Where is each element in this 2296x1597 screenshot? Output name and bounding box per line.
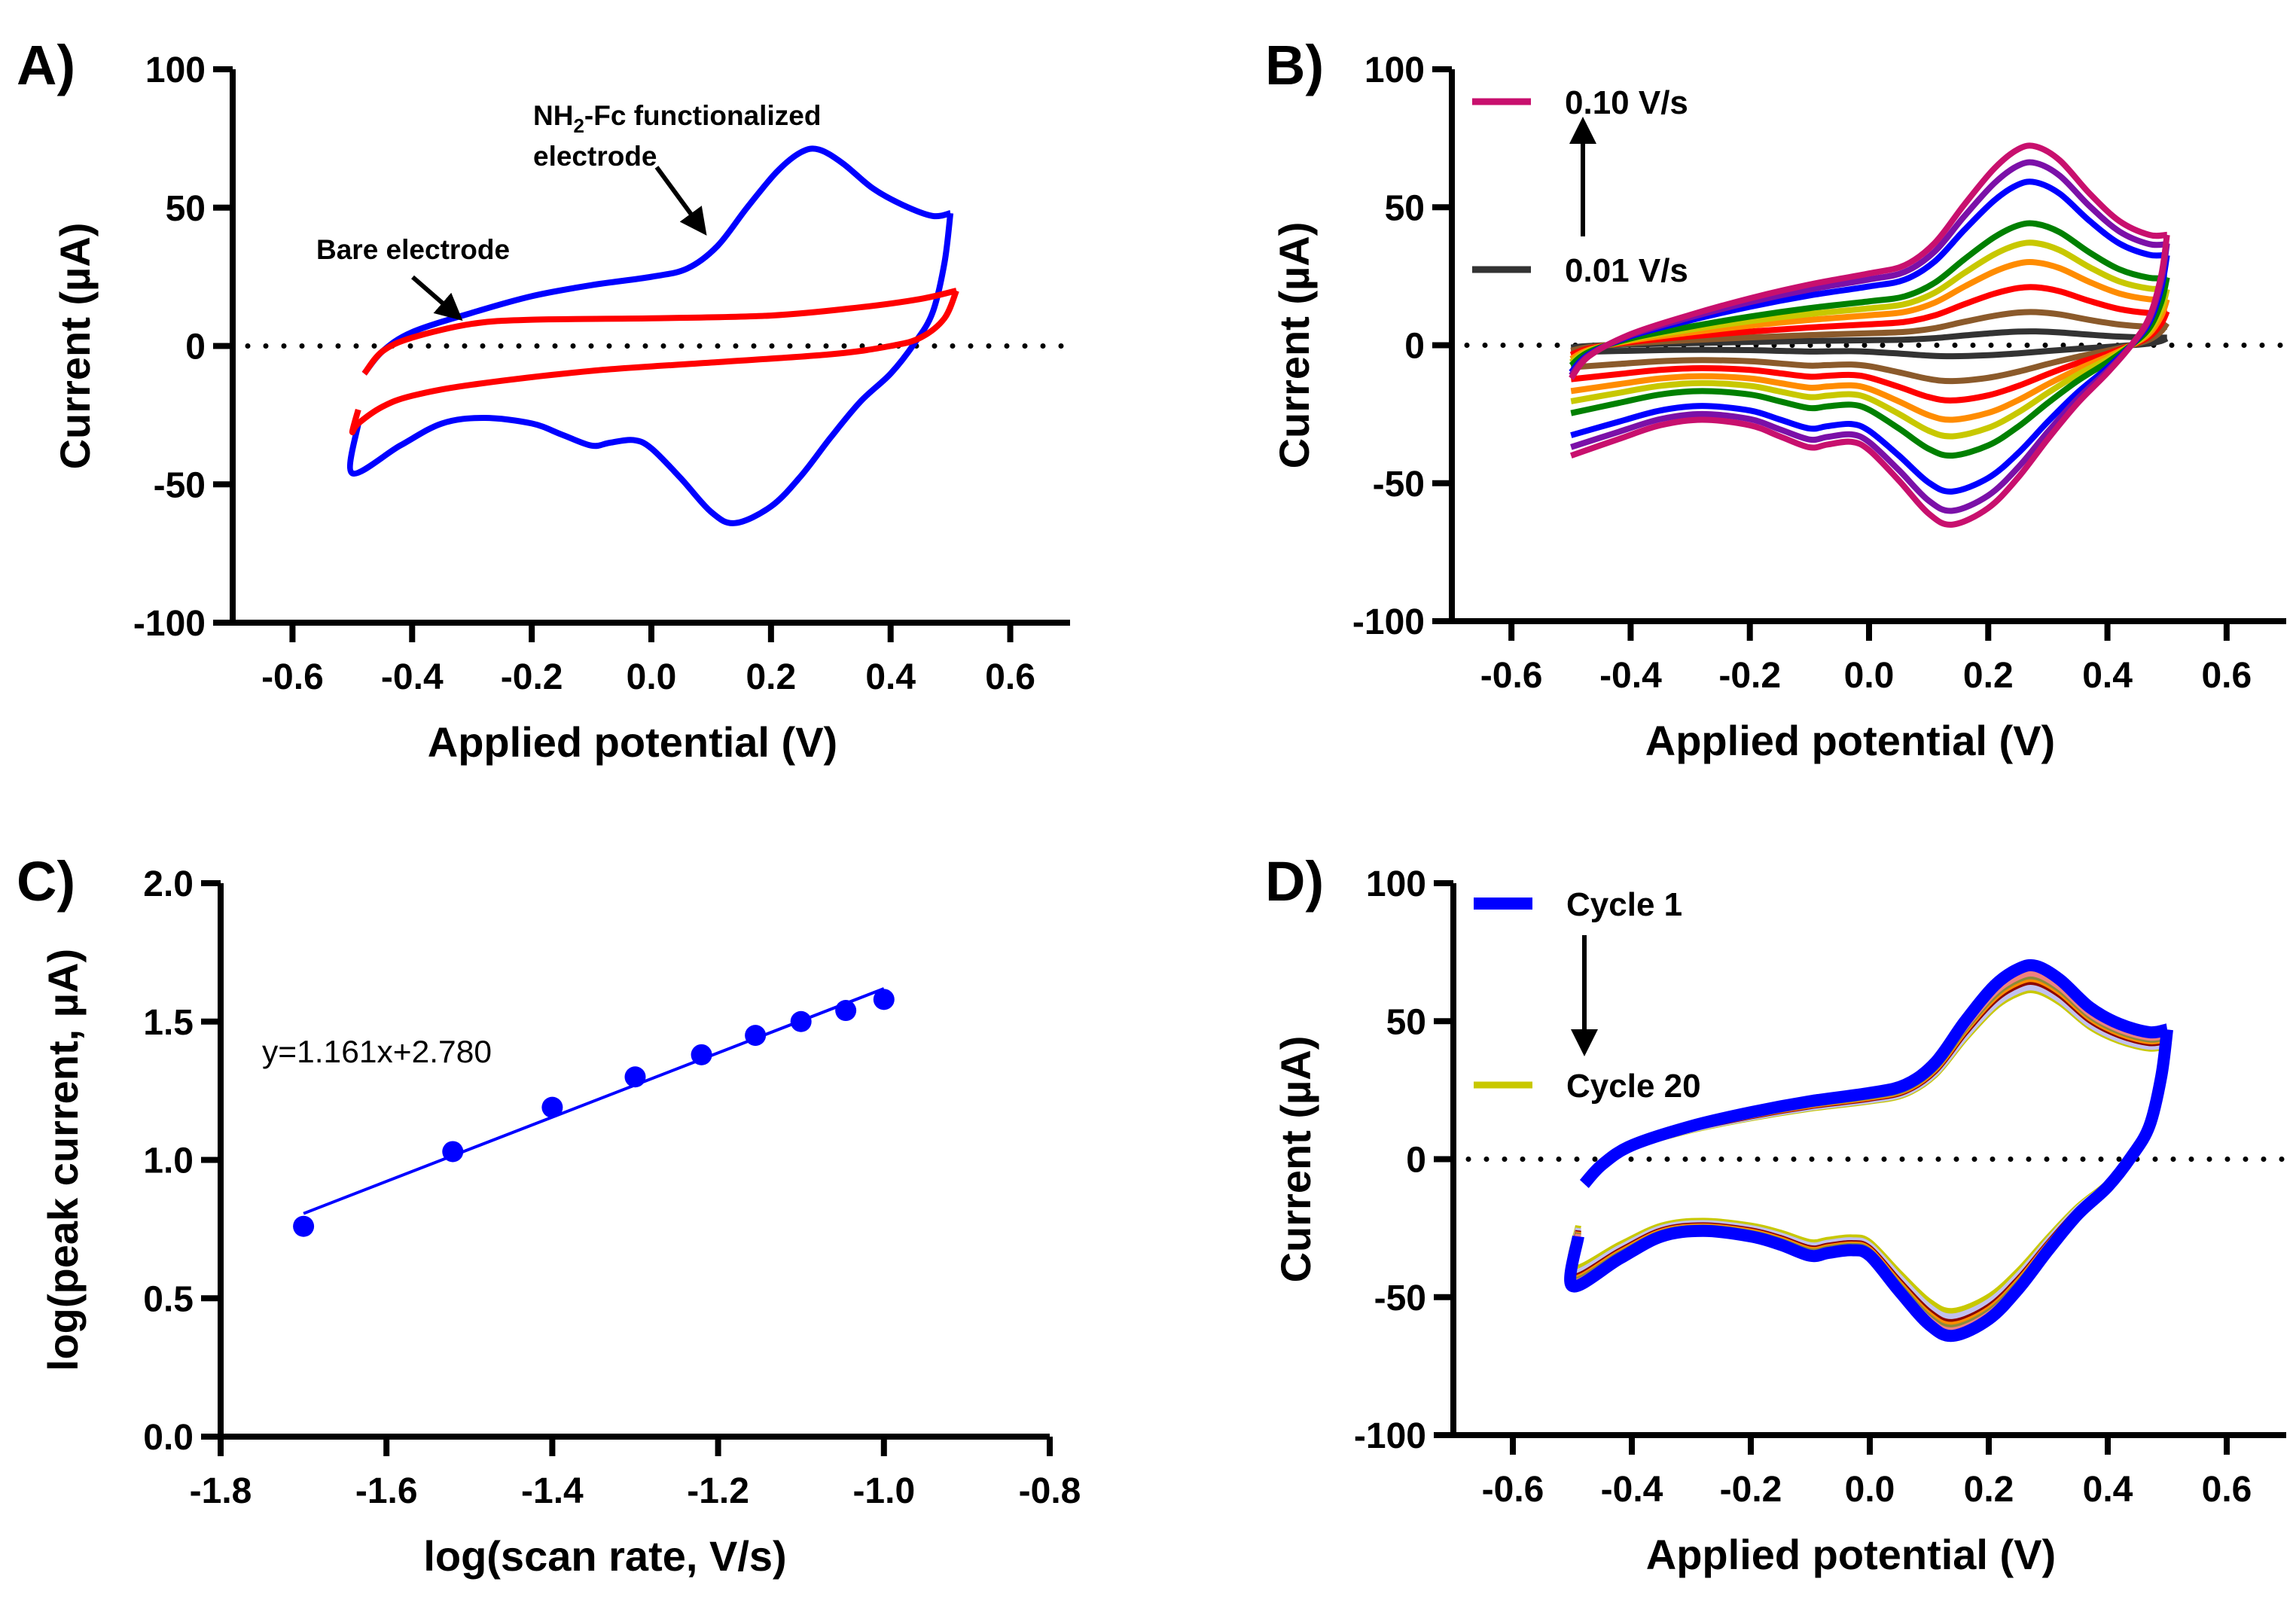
x-tick-label: 0.6	[985, 657, 1035, 697]
y-tick-label: -100	[1352, 602, 1425, 642]
data-point-5	[745, 1025, 767, 1047]
y-tick-label: 0.5	[143, 1279, 194, 1319]
x-tick-label: 0.6	[2201, 656, 2252, 696]
x-tick-label: -0.4	[381, 657, 444, 697]
panel-label: C)	[17, 850, 75, 913]
series-line-0	[1564, 959, 2173, 1343]
x-tick-label: -0.4	[1599, 656, 1662, 696]
panel-label: D)	[1265, 850, 1324, 913]
data-point-2	[541, 1096, 563, 1118]
y-tick-label: -50	[1374, 1279, 1426, 1318]
annotation-part: -Fc functionalized	[584, 100, 822, 131]
x-tick-label: -0.6	[1482, 1470, 1544, 1510]
x-tick-label: 0.4	[865, 657, 916, 697]
data-point-8	[873, 989, 895, 1010]
y-tick-label: 2.0	[143, 864, 194, 904]
annotation-subscript: 2	[573, 114, 584, 137]
y-axis-title: Current (µA)	[51, 223, 99, 470]
y-tick-label: 100	[145, 50, 206, 90]
x-tick-label: 0.2	[746, 657, 796, 697]
y-tick-label: 0	[1404, 327, 1425, 367]
panel-label: A)	[17, 34, 75, 96]
x-tick-label: -0.2	[1718, 656, 1781, 696]
y-tick-label: -50	[1373, 465, 1425, 504]
data-point-7	[835, 1000, 857, 1022]
y-tick-label: -50	[154, 465, 206, 505]
data-point-4	[691, 1044, 712, 1065]
arrow-icon	[654, 166, 707, 236]
y-tick-label: 0	[1406, 1141, 1426, 1181]
x-tick-label: -1.8	[190, 1471, 252, 1511]
annotation-bare: Bare electrode	[316, 234, 510, 265]
legend-label-top: 0.10 V/s	[1565, 84, 1688, 121]
y-tick-label: 50	[166, 189, 206, 229]
annotation-functionalized-line2: electrode	[533, 141, 657, 172]
x-tick-label: 0.0	[1844, 656, 1895, 696]
y-tick-label: 1.5	[143, 1003, 194, 1043]
y-tick-label: 100	[1366, 864, 1426, 904]
x-tick-label: 0.2	[1963, 656, 2014, 696]
annotation-part: NH	[533, 100, 573, 131]
x-tick-label: 0.4	[2083, 1470, 2133, 1510]
x-tick-label: -1.6	[355, 1471, 418, 1511]
fit-line	[303, 987, 885, 1215]
arrow-icon	[411, 275, 463, 321]
y-tick-label: -100	[133, 604, 206, 644]
y-axis-title: Current (µA)	[1272, 1036, 1319, 1283]
data-point-3	[624, 1066, 646, 1088]
series-line-0	[1569, 142, 2170, 528]
annotation-functionalized: NH2-Fc functionalized	[533, 100, 821, 137]
y-tick-label: -100	[1354, 1416, 1426, 1456]
x-tick-label: -0.4	[1601, 1470, 1663, 1510]
x-tick-label: -0.2	[501, 657, 563, 697]
fit-equation: y=1.161x+2.780	[262, 1034, 492, 1069]
x-tick-label: -1.4	[521, 1471, 584, 1511]
y-axis-title: Current (µA)	[1270, 222, 1318, 469]
x-tick-label: -0.6	[1480, 656, 1543, 696]
data-point-0	[293, 1215, 315, 1237]
x-axis-title: Applied potential (V)	[428, 718, 837, 766]
y-tick-label: 0.0	[143, 1418, 194, 1458]
y-tick-label: 100	[1364, 50, 1425, 90]
x-axis-title: Applied potential (V)	[1646, 1531, 2056, 1578]
series-line-1	[349, 288, 959, 436]
x-tick-label: -0.2	[1720, 1470, 1782, 1510]
x-tick-label: -1.2	[687, 1471, 749, 1511]
y-axis-title: log(peak current, µA)	[39, 949, 87, 1371]
panel-0: A) -100 -50 0 50 100 -0.6 -0.4 -0.2 0.0 0.2 0.4 0.6 A…	[17, 34, 1073, 766]
x-tick-label: -0.8	[1019, 1471, 1081, 1511]
legend-label-bottom: Cycle 20	[1566, 1068, 1701, 1105]
panel-1: B) -100 -50 0 50 100 -0.6 -0.4 -0.2 0.0 0.2 0.4 0.6 A…	[1265, 34, 2289, 764]
legend-label-bottom: 0.01 V/s	[1565, 252, 1688, 289]
x-tick-label: 0.6	[2202, 1470, 2252, 1510]
data-point-1	[442, 1141, 464, 1163]
legend-label-top: Cycle 1	[1566, 886, 1682, 923]
y-tick-label: 50	[1385, 188, 1425, 228]
y-tick-label: 0	[185, 328, 206, 367]
x-tick-label: -1.0	[852, 1471, 915, 1511]
y-tick-label: 50	[1386, 1002, 1426, 1042]
y-tick-label: 1.0	[143, 1141, 194, 1181]
x-tick-label: 0.4	[2082, 656, 2133, 696]
x-axis-title: log(scan rate, V/s)	[423, 1532, 786, 1580]
x-tick-label: 0.0	[627, 657, 677, 697]
panel-3: D) -100 -50 0 50 100 -0.6 -0.4 -0.2 0.0 0.2 0.4 0.6 A…	[1265, 850, 2289, 1578]
panel-2: C) 0.0 0.5 1.0 1.5 2.0 -1.8 -1.6 -1.4 -1.2 -1.0 -0.…	[17, 850, 1081, 1580]
data-point-6	[790, 1010, 812, 1032]
x-tick-label: 0.0	[1845, 1470, 1895, 1510]
panel-label: B)	[1265, 34, 1324, 96]
x-tick-label: -0.6	[261, 657, 324, 697]
x-tick-label: 0.2	[1964, 1470, 2014, 1510]
x-axis-title: Applied potential (V)	[1645, 717, 2055, 764]
